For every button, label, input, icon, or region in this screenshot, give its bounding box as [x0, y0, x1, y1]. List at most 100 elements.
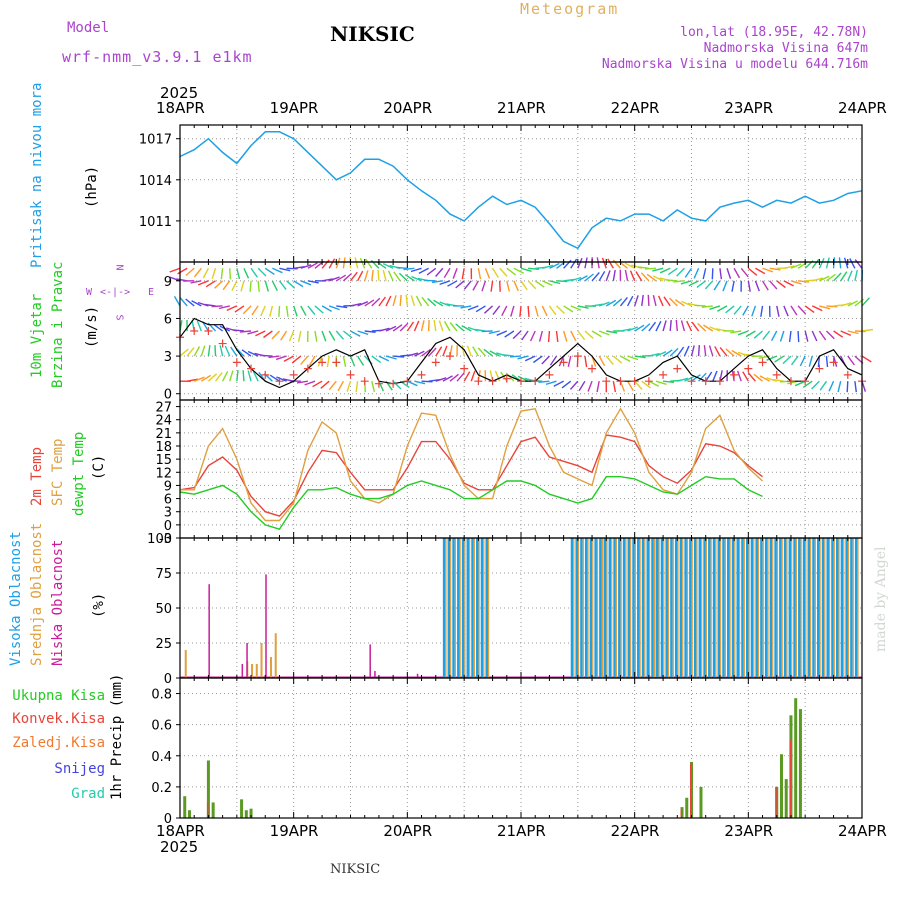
wind-barb [811, 305, 823, 312]
wind-barb [447, 280, 458, 287]
wind-barb [326, 355, 330, 368]
wind-barb [605, 299, 617, 307]
wind-barb [211, 305, 223, 308]
wind-barb [570, 305, 582, 311]
wind-barb [293, 305, 298, 317]
wind-barb [461, 324, 472, 332]
cloud-bar-high [821, 538, 825, 678]
wind-barb [275, 355, 287, 361]
cloud-bar-high [570, 538, 574, 678]
cloud-bar-mid [473, 538, 475, 678]
wind-barb [179, 297, 188, 307]
wind-barb [173, 296, 181, 307]
wind-barb [337, 380, 345, 392]
wind-barb [709, 326, 721, 332]
cloud-bar-mid [634, 538, 636, 678]
wind-barb [314, 305, 324, 314]
wind-barb [534, 280, 545, 288]
wind-barb [624, 269, 629, 281]
cloud-bar-mid [715, 538, 717, 678]
wind-barb [804, 305, 815, 313]
cloud-bar-mid [729, 538, 731, 678]
wind-barb [797, 305, 807, 315]
wind-barb [475, 305, 486, 313]
wind-barb [659, 267, 671, 274]
cloud-bar-high [854, 538, 858, 678]
wind-barb [753, 330, 763, 339]
wind-barb [350, 302, 362, 307]
wind-barb [563, 305, 574, 313]
wind-barb [629, 270, 636, 282]
cloud-bar-low [265, 574, 267, 678]
wind-barb [652, 295, 657, 307]
model-label: Model [67, 20, 110, 36]
cloud-bar-high [812, 538, 815, 678]
cloud-bar-mid [786, 538, 788, 678]
wind-barb [517, 375, 529, 382]
wind-barb [193, 346, 201, 357]
wind-barb [241, 349, 252, 357]
wind-barb [222, 371, 229, 382]
wind-gust-marker [673, 364, 682, 373]
wind-barb [680, 280, 692, 285]
wind-barb [663, 296, 671, 307]
wind-barb [304, 380, 316, 386]
wind-barb [204, 303, 216, 307]
wind-barb [517, 355, 529, 360]
cloud-bar-mid [464, 538, 466, 678]
cloud-bar-mid [672, 538, 674, 678]
cloud-bar-mid [625, 538, 627, 678]
cloud-bar-mid [478, 538, 480, 678]
wind-gust-marker [801, 377, 810, 386]
wind-barb [426, 267, 437, 276]
cloud-bar-high [840, 538, 844, 678]
cloud-bar-high [485, 538, 488, 678]
wind-barb [317, 355, 323, 367]
y-tick-label: 12 [155, 466, 172, 481]
temp-line-0 [179, 434, 763, 517]
wind-barb [655, 380, 667, 385]
wind-barb [191, 300, 202, 307]
wind-barb [662, 320, 667, 332]
time-label-bottom: 19APR [269, 822, 319, 840]
wind-barb [691, 321, 700, 332]
wind-barb [612, 381, 617, 393]
wind-barb [407, 352, 419, 357]
wind-barb [342, 272, 353, 282]
time-label-bottom: 20APR [383, 822, 433, 840]
cloud-bar-high [802, 538, 806, 678]
wind-barb [350, 330, 361, 337]
wind-barb [669, 320, 672, 332]
wind-gust-marker [332, 358, 341, 367]
wind-gust-marker [232, 358, 241, 367]
cloud-bar-high [599, 538, 602, 678]
wind-gust-marker [346, 370, 355, 379]
precip-bar-convective [775, 786, 777, 818]
time-label-top: 23APR [724, 99, 774, 117]
cloud-bar-mid [720, 538, 722, 678]
cloud-bar-mid [445, 538, 447, 678]
wind-barb [833, 330, 844, 338]
wind-barb [846, 381, 849, 393]
cloud-bar-mid [795, 538, 798, 678]
wind-barb [701, 305, 713, 308]
cloud-bar-mid [691, 538, 693, 678]
cloud-bar-high [651, 538, 654, 678]
wind-barb [832, 355, 838, 367]
wind-gust-marker [715, 377, 724, 386]
y-tick-label: -3 [159, 532, 172, 547]
wind-barb [286, 280, 296, 289]
wind-barb [229, 268, 232, 280]
wind-barb [371, 269, 374, 281]
wind-gust-marker [573, 352, 582, 361]
wind-barb [234, 305, 245, 313]
wind-barb [693, 267, 700, 279]
cloud-bar-low [374, 671, 376, 678]
wind-barb [214, 345, 217, 357]
wind-barb [675, 319, 678, 332]
cloud-bar-high [480, 538, 484, 678]
wind-gust-marker [190, 327, 199, 335]
cloud-bar-high [760, 538, 763, 678]
wind-barb [505, 372, 515, 382]
wind-barb [840, 271, 848, 282]
